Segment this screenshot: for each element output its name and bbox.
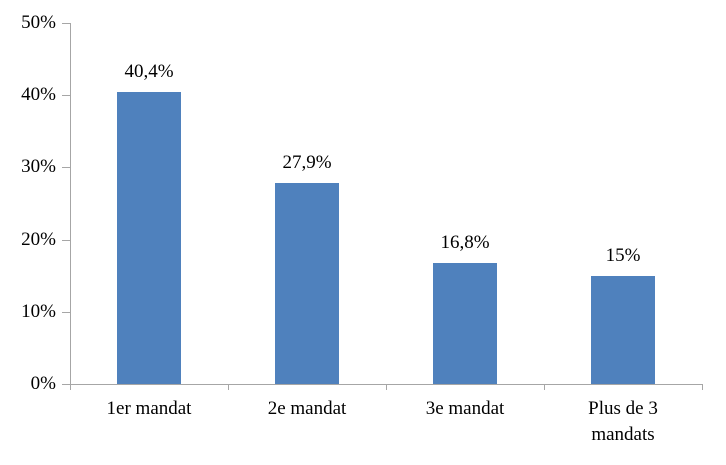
category-label: Plus de 3 mandats	[588, 398, 658, 445]
bar-4	[591, 275, 655, 384]
bar-value-label: 16,8%	[440, 231, 490, 253]
category-label: 3e mandat	[425, 398, 505, 419]
y-tick-mark	[62, 384, 70, 385]
category-label: 2e mandat	[267, 398, 347, 419]
y-tick-mark	[62, 95, 70, 97]
y-tick-label: 40%	[21, 84, 56, 106]
bar-value-label: 15%	[605, 244, 641, 266]
y-tick-label: 30%	[21, 156, 56, 178]
bar-value-label: 27,9%	[282, 151, 332, 173]
category-label: 1er mandat	[106, 398, 192, 419]
y-tick-label: 50%	[21, 12, 56, 33]
bar-3	[433, 262, 497, 384]
y-tick-label: 20%	[21, 228, 56, 250]
y-axis-line	[70, 23, 71, 384]
y-tick-mark	[62, 239, 70, 241]
x-tick-mark	[386, 384, 387, 390]
y-tick-mark	[62, 167, 70, 169]
x-tick-mark	[70, 384, 71, 390]
bar-value-label: 40,4%	[124, 61, 174, 83]
x-tick-mark	[228, 384, 229, 390]
y-tick-mark	[62, 311, 70, 313]
bar-1	[117, 92, 181, 384]
x-tick-mark	[544, 384, 545, 390]
y-tick-label: 10%	[21, 300, 56, 322]
y-tick-label: 0%	[30, 373, 56, 394]
y-tick-mark	[62, 23, 70, 24]
bar-2	[275, 182, 339, 384]
x-tick-mark	[702, 384, 703, 390]
